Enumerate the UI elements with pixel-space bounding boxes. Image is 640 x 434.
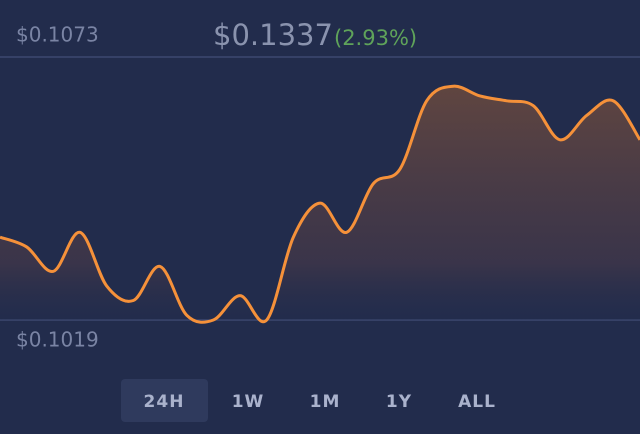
period-button[interactable]: 1Y xyxy=(386,392,412,412)
period-selector: 24H 1W 1M 1Y ALL xyxy=(121,379,496,422)
period-button[interactable]: ALL xyxy=(458,392,496,412)
reference-label: $0.1073 xyxy=(16,23,99,47)
selected-period-bg xyxy=(121,379,208,422)
period-button[interactable]: 1M xyxy=(310,392,341,412)
period-label: ALL xyxy=(458,392,496,412)
period-button[interactable]: 1W xyxy=(232,392,265,412)
period-label: 1M xyxy=(310,392,341,412)
reference-label: $0.1019 xyxy=(16,328,99,352)
price-change: (2.93%) xyxy=(334,26,417,50)
current-price: $0.1337 xyxy=(213,18,333,52)
period-label: 1Y xyxy=(386,392,412,412)
plot: $0.1073 $0.1019 xyxy=(0,23,640,352)
period-label: 24H xyxy=(144,392,185,412)
period-button[interactable]: 24H xyxy=(121,379,208,422)
period-label: 1W xyxy=(232,392,265,412)
price-line xyxy=(0,84,640,324)
